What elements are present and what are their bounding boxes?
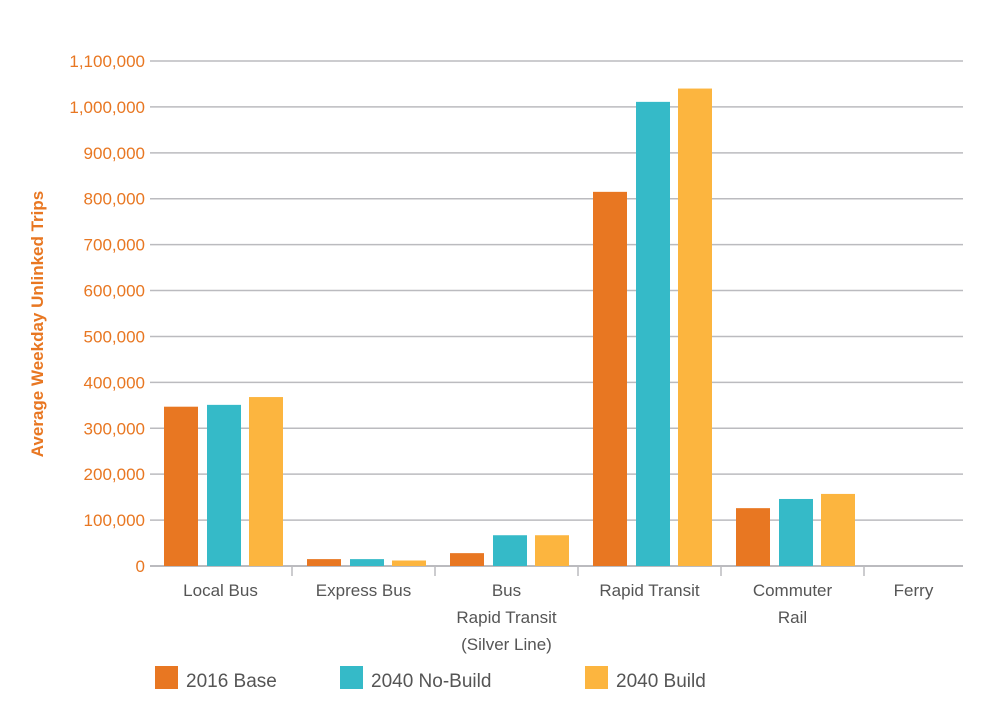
y-tick-label: 900,000 [84, 144, 145, 163]
x-category-label: Commuter [753, 581, 833, 600]
bar-2040-build [392, 560, 426, 566]
y-tick-label: 800,000 [84, 190, 145, 209]
bar-2016-base [736, 508, 770, 566]
x-category-label: Rail [778, 608, 807, 627]
x-category-label: Local Bus [183, 581, 258, 600]
y-tick-label: 400,000 [84, 373, 145, 392]
bar-2040-no-build [493, 535, 527, 566]
legend-label: 2040 Build [616, 671, 706, 692]
y-tick-label: 500,000 [84, 327, 145, 346]
x-category-label: Rapid Transit [456, 608, 556, 627]
x-category-label: Ferry [894, 581, 934, 600]
y-tick-label: 200,000 [84, 465, 145, 484]
bar-2040-build [249, 397, 283, 566]
y-tick-label: 300,000 [84, 419, 145, 438]
legend-swatch [155, 666, 178, 689]
y-tick-label: 700,000 [84, 236, 145, 255]
x-category-label: Bus [492, 581, 521, 600]
x-category-label: Rapid Transit [599, 581, 699, 600]
bar-2040-no-build [779, 498, 813, 566]
y-tick-label: 0 [136, 557, 145, 576]
x-category-label: Express Bus [316, 581, 411, 600]
x-category-label: (Silver Line) [461, 635, 552, 654]
y-tick-label: 1,100,000 [69, 52, 145, 71]
bar-2016-base [593, 191, 627, 566]
bar-2040-build [678, 88, 712, 566]
bar-2040-no-build [636, 101, 670, 566]
bar-2040-build [821, 493, 855, 566]
legend-label: 2016 Base [186, 671, 277, 692]
bar-2040-build [535, 535, 569, 566]
y-tick-label: 600,000 [84, 282, 145, 301]
bar-2016-base [164, 406, 198, 566]
y-tick-label: 100,000 [84, 511, 145, 530]
bar-2040-no-build [207, 404, 241, 566]
bar-2016-base [450, 553, 484, 566]
bar-2016-base [307, 559, 341, 566]
legend-label: 2040 No-Build [371, 671, 491, 692]
legend-swatch [585, 666, 608, 689]
bar-2040-no-build [350, 559, 384, 566]
y-axis-title: Average Weekday Unlinked Trips [28, 191, 47, 457]
legend-swatch [340, 666, 363, 689]
y-tick-label: 1,000,000 [69, 98, 145, 117]
